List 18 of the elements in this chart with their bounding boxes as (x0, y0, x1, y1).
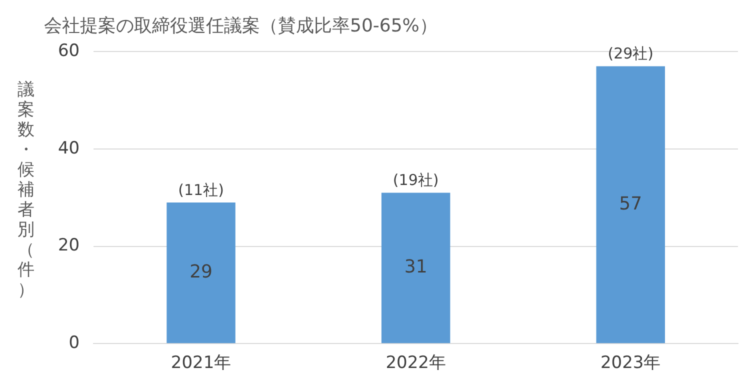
annotation: (19社) (392, 171, 439, 190)
data-label: 57 (619, 193, 642, 214)
data-label: 31 (404, 256, 428, 278)
data-label: 29 (190, 261, 212, 282)
bar (166, 202, 236, 344)
bar (381, 192, 450, 344)
y-tick-label: 20 (58, 236, 80, 256)
y-tick-label: 40 (58, 138, 80, 158)
annotation: (11社) (178, 180, 224, 199)
text: 議案数・候補者別（件） (18, 80, 34, 300)
x-tick-label: 2022年 (386, 353, 446, 374)
y-tick-label: 0 (68, 333, 80, 354)
chart-title: 会社提案の取締役選任議案（賛成比率50-65%） (44, 15, 438, 36)
y-tick-label: 60 (58, 41, 80, 62)
bar (596, 66, 665, 344)
x-tick-label: 2023年 (600, 353, 661, 374)
x-tick-label: 2021年 (170, 353, 232, 374)
annotation: (29社) (608, 44, 654, 63)
